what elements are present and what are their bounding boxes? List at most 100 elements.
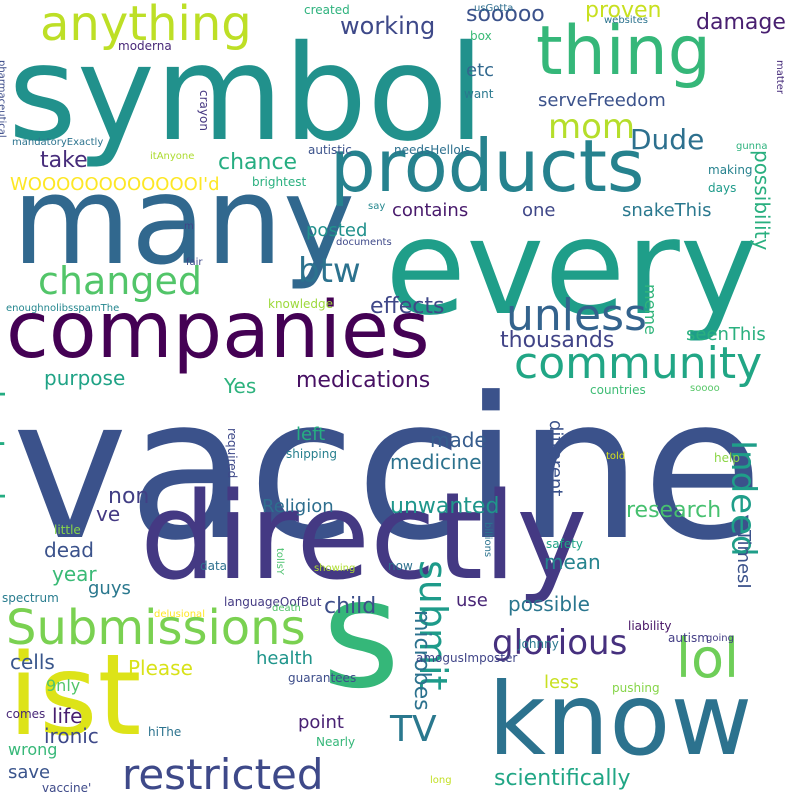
word-knowledge: knowledge [268, 297, 334, 311]
word-possibility: possibility [750, 150, 774, 251]
word-working: working [340, 12, 436, 40]
word-etc: etc [466, 60, 495, 81]
word-billions: billions [482, 522, 493, 558]
word-glorious: glorious [492, 623, 628, 663]
word-going: going [706, 633, 734, 644]
word-spectrum: spectrum [2, 591, 59, 605]
word-now: now [388, 559, 413, 573]
word-chance: chance [218, 150, 298, 175]
word-servefreedom: serveFreedom [538, 90, 666, 111]
word-health: health [256, 648, 313, 669]
word-wooooooooooooi-d: WOOOOOOOOOOOOI'd [10, 174, 220, 195]
word-created: created [304, 3, 350, 17]
word-unless: unless [506, 290, 647, 341]
word-safety: safety [546, 537, 584, 551]
word-life: life [52, 704, 83, 728]
word-shipping: shipping [286, 447, 337, 461]
word-s: s [322, 548, 401, 722]
word-9nly: 9nly [46, 676, 81, 695]
word-autism: autism [668, 631, 709, 645]
word-companies: companies [6, 286, 430, 376]
word-long: long [430, 775, 452, 786]
word-ve: ve [96, 502, 121, 526]
word-products: products [330, 124, 645, 208]
word-wrong: wrong [8, 740, 58, 759]
word-restricted: restricted [122, 750, 324, 799]
word-anything: anything [40, 0, 252, 52]
word-documents: documents [336, 237, 392, 248]
word-save: save [8, 762, 51, 783]
word-want: want [464, 87, 494, 101]
word-tv: TV [390, 709, 437, 750]
word-ironic: ironic [44, 724, 99, 748]
word-know: know [488, 661, 753, 778]
word-vaccine: vaccine [12, 356, 763, 584]
word-sooooo: sooooo [466, 2, 545, 27]
word-websites: websites [604, 15, 648, 26]
word-making: making [708, 163, 753, 177]
word-johnny: Johnny [518, 637, 559, 651]
word-one: one [522, 200, 556, 221]
word-religion: Religion [262, 496, 334, 517]
word-unwanted: unwanted [390, 494, 500, 519]
word-pharmaceutical: pharmaceutical [0, 60, 7, 138]
word-changed: changed [38, 259, 202, 303]
word-autistic: autistic [308, 143, 352, 157]
word-needshellois: needsHelloIs [394, 143, 471, 157]
word-many: many [12, 150, 356, 292]
word-seenthis: seenThis [686, 324, 766, 345]
word-child: child [324, 594, 377, 619]
word-please: Please [128, 656, 193, 680]
word-symbol: symbol [8, 17, 485, 171]
word-every: every [385, 191, 758, 345]
word-languageoofbut: languageOofBut [224, 595, 322, 609]
word-guarantees: guarantees [288, 671, 357, 685]
word-proven: proven [585, 0, 662, 23]
word-submissions: Submissions [6, 600, 306, 656]
word-community: community [514, 338, 763, 389]
word-mom: mom [548, 107, 636, 147]
word-damage: damage [696, 10, 786, 35]
word-thing: thing [536, 12, 711, 91]
word-scientifically: scientifically [494, 766, 631, 791]
word-thousands: thousands [500, 328, 615, 353]
word-mandatoryexactly: mandatoryExactly [12, 137, 104, 148]
word-possible: possible [508, 592, 590, 616]
word-made: made [430, 428, 487, 452]
word-cells: cells [10, 650, 55, 674]
word-point: point [298, 712, 344, 733]
word-snakethis: snakeThis [622, 200, 712, 221]
word-data: data [200, 559, 228, 573]
word-showing: showing [314, 563, 356, 574]
word-dude: Dude [630, 123, 705, 156]
word-comes: comes [6, 707, 46, 721]
word-fair: fair [186, 257, 203, 268]
word-crayon: crayon [197, 90, 211, 131]
word-brightest: brightest [252, 175, 307, 189]
word-hithe: hiThe [148, 725, 182, 739]
word-enoughnolibsspamthe: enoughnolibsspamThe [6, 303, 120, 314]
word-say: say [368, 201, 386, 212]
word-meme: meme [641, 284, 660, 335]
word-ist: ist [8, 631, 142, 761]
word-countries: countries [590, 383, 646, 397]
word-directly: directly [140, 468, 588, 607]
word-vaccine: vaccine' [42, 781, 92, 795]
word-non: non [108, 484, 150, 509]
word-yes: Yes [224, 374, 257, 398]
word-dead: dead [44, 538, 94, 562]
word-purpose: purpose [44, 366, 126, 390]
word-timesi: TimesI [733, 530, 754, 589]
word-itanyone: itAnyone [150, 151, 195, 162]
word-pushing: pushing [612, 681, 660, 695]
word-help: help [714, 451, 740, 465]
word-left: left [296, 424, 326, 445]
word-brolook: broLook [0, 390, 9, 510]
word-year: year [52, 562, 97, 586]
word-delusional: delusional [154, 609, 205, 620]
word-box: box [470, 29, 492, 43]
word-mean: mean [544, 550, 601, 574]
word-required: required [225, 428, 239, 479]
word-research: research [626, 498, 722, 523]
